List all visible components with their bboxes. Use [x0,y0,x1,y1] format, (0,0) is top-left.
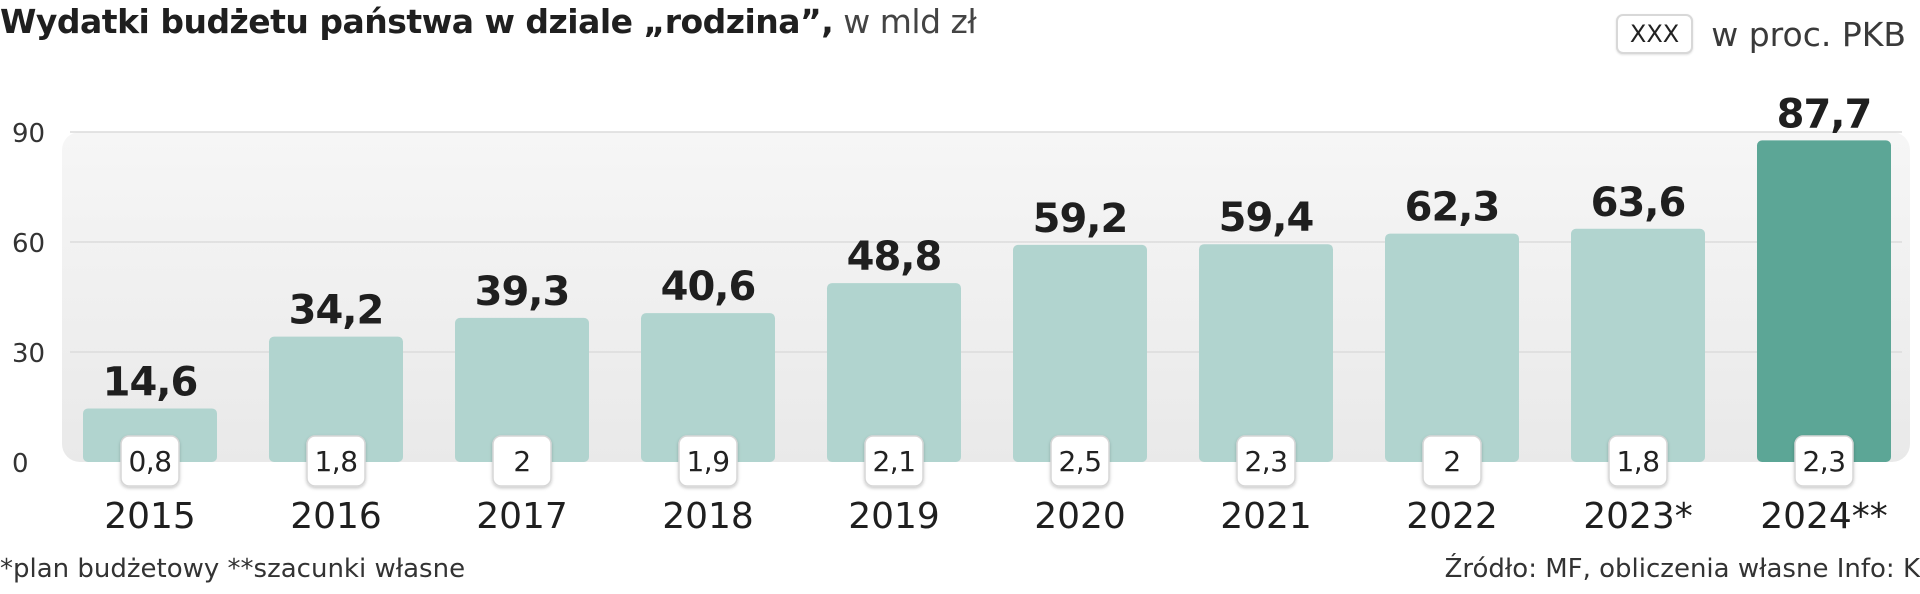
chart-title-unit: w mld zł [833,2,977,41]
x-tick-label: 2020 [1034,496,1126,537]
source-note: Źródło: MF, obliczenia własne Info: K [1444,554,1920,584]
bar-value-label: 87,7 [1777,91,1872,137]
legend-label: w proc. PKB [1711,14,1906,54]
bar-value-label: 59,2 [1033,196,1128,242]
y-tick-label: 30 [12,339,45,369]
pkb-share-label: 1,9 [686,445,729,478]
y-tick-label: 90 [12,119,45,149]
pkb-share-box [864,435,924,487]
pkb-share-label: 2 [513,445,530,478]
pkb-share-label: 2,1 [872,445,915,478]
bar-value-label: 59,4 [1219,195,1314,241]
pkb-share-label: 2,5 [1058,445,1101,478]
bar-value-label: 48,8 [847,234,942,280]
bar [269,336,403,462]
bar [641,313,775,462]
chart-title: Wydatki budżetu państwa w dziale „rodzin… [0,2,977,42]
bar [1199,244,1333,462]
pkb-share-box [120,435,180,487]
x-tick-label: 2022 [1406,496,1498,537]
legend: XXX w proc. PKB [1615,14,1906,54]
pkb-share-label: 0,8 [128,445,171,478]
bar [1571,228,1705,462]
bar-value-label: 63,6 [1591,180,1686,226]
pkb-share-box [1608,435,1668,487]
y-tick-label: 0 [12,449,29,479]
bar [1013,244,1147,462]
bar [455,317,589,462]
x-tick-label: 2019 [848,496,940,537]
pkb-share-box [306,435,366,487]
pkb-share-box [1422,435,1482,487]
x-tick-label: 2018 [662,496,754,537]
bar [827,283,961,462]
pkb-share-box [1236,435,1296,487]
x-tick-label: 2023* [1583,496,1693,537]
legend-sample-box: XXX [1615,14,1694,54]
bar-value-label: 34,2 [289,288,384,334]
bar-value-label: 40,6 [661,264,756,310]
footnote: *plan budżetowy **szacunki własne [0,554,466,584]
bar [1757,140,1891,462]
pkb-share-label: 2,3 [1802,445,1845,478]
pkb-share-box [678,435,738,487]
y-tick-label: 60 [12,229,45,259]
x-tick-label: 2024** [1760,496,1888,537]
pkb-share-box [1050,435,1110,487]
chart-title-main: Wydatki budżetu państwa w dziale „rodzin… [0,2,834,41]
pkb-share-box [492,435,552,487]
x-tick-label: 2015 [104,496,196,537]
pkb-share-label: 2,3 [1244,445,1287,478]
pkb-share-label: 1,8 [1616,445,1659,478]
bar [1385,233,1519,462]
pkb-share-label: 2 [1443,445,1460,478]
x-tick-label: 2017 [476,496,568,537]
pkb-share-label: 1,8 [314,445,357,478]
x-tick-label: 2021 [1220,496,1312,537]
bar-value-label: 62,3 [1405,185,1500,231]
pkb-share-box [1794,435,1854,487]
bar-value-label: 39,3 [475,269,570,315]
x-tick-label: 2016 [290,496,382,537]
bar [83,408,217,462]
bar-value-label: 14,6 [103,359,198,405]
